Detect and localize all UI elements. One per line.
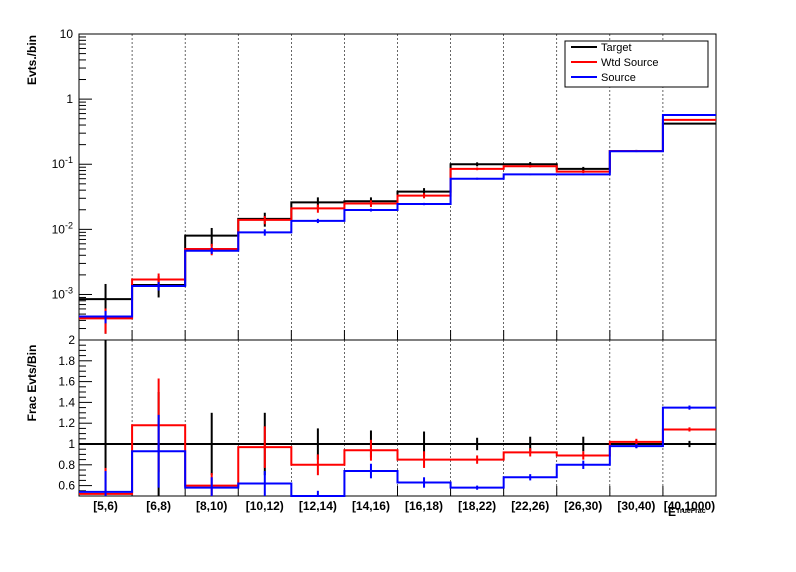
bottom-ytick-label: 2 — [68, 333, 75, 347]
top-ytick-label-exponent: -3 — [65, 285, 73, 295]
category-label: [8,10) — [196, 499, 227, 513]
category-label: [10,12) — [246, 499, 284, 513]
top-ylabel: Evts./bin — [25, 35, 39, 85]
bottom-panel: 0.6 0.8 1 1.2 1.4 1.6 1.8 2 [5,6) [6,8) [8,10) [10,… — [58, 333, 717, 513]
top-ytick-label: 10-2 — [52, 220, 73, 236]
category-label: [40,1000) — [664, 499, 715, 513]
top-series-source-line — [79, 114, 716, 318]
bottom-ytick-label: 0.6 — [58, 479, 75, 493]
category-label: [26,30) — [564, 499, 602, 513]
top-ytick-label: 1 — [66, 92, 73, 106]
top-ytick-label-base: 1 — [66, 92, 73, 106]
bottom-series-wtd-source-line — [79, 424, 716, 495]
category-label: [5,6) — [93, 499, 118, 513]
bottom-ylabel: Frac Evts/Bin — [25, 345, 39, 422]
top-ytick-label: 10 — [60, 27, 74, 41]
top-ytick-label-base: 10 — [52, 222, 66, 236]
bottom-ytick-label: 1.4 — [58, 395, 75, 409]
top-ytick-label: 10-3 — [52, 285, 73, 301]
bottom-series-source-line — [79, 406, 716, 497]
category-label: [18,22) — [458, 499, 496, 513]
bottom-ytick-label: 1.6 — [58, 375, 75, 389]
legend-label-source: Source — [601, 72, 636, 84]
bottom-ytick-label: 1.2 — [58, 416, 75, 430]
top-ytick-label-exponent: -2 — [65, 220, 73, 230]
legend-label-target: Target — [601, 42, 632, 54]
bottom-ytick-label: 0.8 — [58, 458, 75, 472]
category-label: [30,40) — [617, 499, 655, 513]
category-label: [6,8) — [146, 499, 171, 513]
category-label: [16,18) — [405, 499, 443, 513]
category-label: [14,16) — [352, 499, 390, 513]
top-ytick-label-base: 10 — [52, 287, 66, 301]
bottom-xlabel-main: E — [668, 505, 676, 519]
top-ytick-label-base: 10 — [52, 157, 66, 171]
legend: Target Wtd Source Source — [564, 40, 709, 88]
legend-box — [564, 40, 709, 88]
bottom-xlabel: ETrueFrac — [668, 505, 706, 519]
top-ytick-label-base: 10 — [60, 27, 74, 41]
bottom-ytick-label: 1.8 — [58, 354, 75, 368]
bottom-ytick-label: 1 — [68, 437, 75, 451]
top-ytick-label: 10-1 — [52, 155, 73, 171]
legend-label-wtd-source: Wtd Source — [601, 57, 658, 69]
bottom-xlabel-subscript: TrueFrac — [676, 508, 706, 515]
category-label: [22,26) — [511, 499, 549, 513]
category-label: [12,14) — [299, 499, 337, 513]
top-ytick-label-exponent: -1 — [65, 155, 73, 165]
